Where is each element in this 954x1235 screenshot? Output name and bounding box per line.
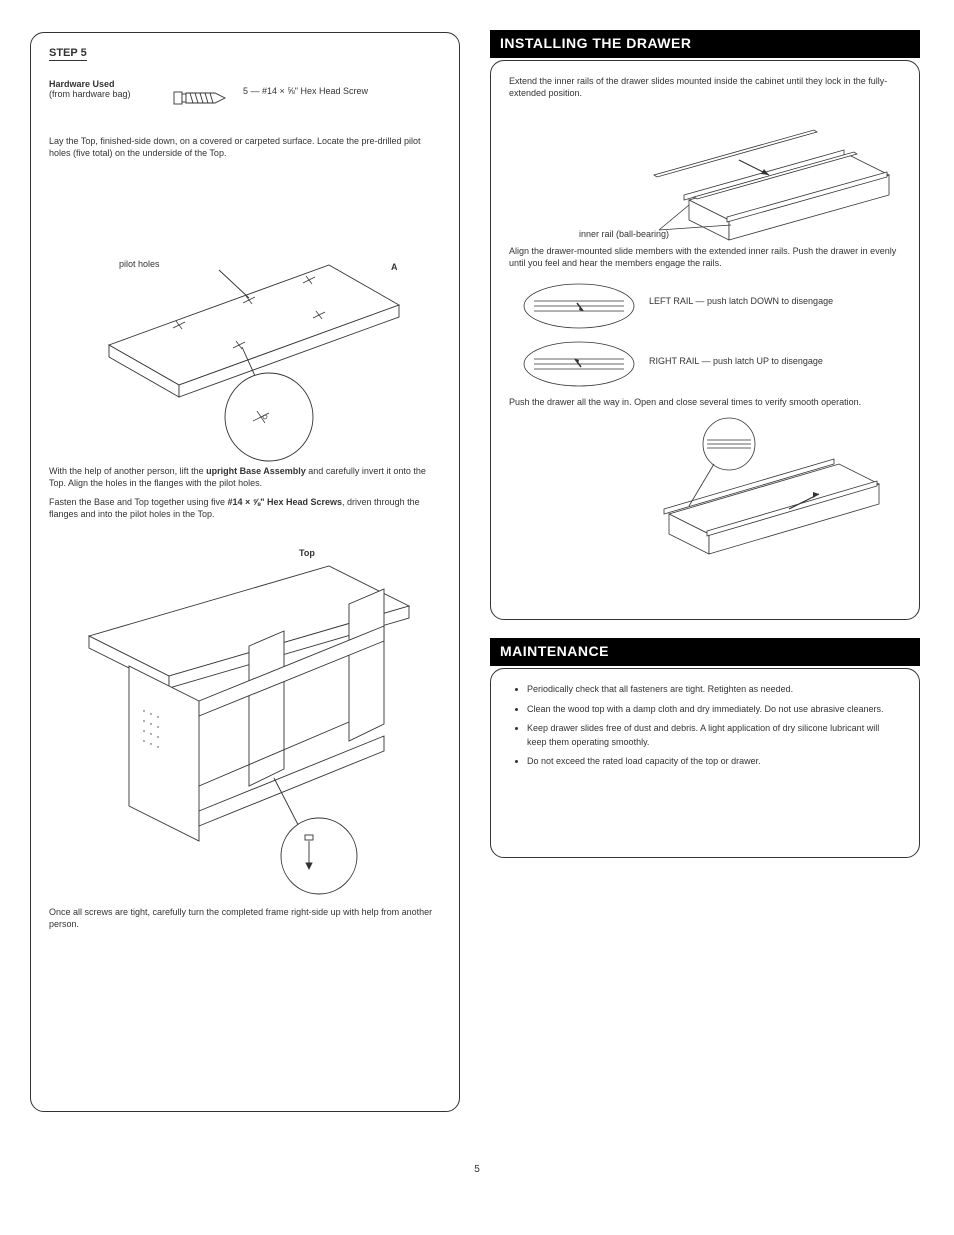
page-number: 5 [474, 1164, 480, 1175]
maint-header-text: MAINTENANCE [500, 643, 609, 659]
oval-a: LEFT RAIL — push latch DOWN to disengage [649, 296, 833, 306]
p-b2-bold: #14 × ⅝" Hex Head Screws [227, 497, 342, 507]
fig-a-svg: pilot holes A [49, 165, 444, 465]
maint-panel: Periodically check that all fasteners ar… [490, 668, 920, 858]
hardware-row: Hardware Used (from hardware bag) 5 — #1… [49, 79, 441, 121]
maint-li3: Keep drawer slides free of dust and debr… [527, 722, 901, 749]
left-column: STEP 5 Hardware Used (from hardware bag) [30, 30, 460, 1112]
maint-li4: Do not exceed the rated load capacity of… [527, 755, 901, 769]
figA-letter: A [391, 262, 398, 272]
step5-para-b2: Fasten the Base and Top together using f… [49, 496, 441, 520]
step5-fig-b-wrap: Top [49, 526, 441, 906]
drawer-fig2 [509, 414, 901, 564]
p-b2-a: Fasten the Base and Top together using f… [49, 497, 227, 507]
screw-icon [171, 79, 231, 121]
drawer-panel: Extend the inner rails of the drawer sli… [490, 60, 920, 620]
step5-fig-a-wrap: pilot holes A [49, 165, 441, 465]
hw-intro-b: (from hardware bag) [49, 89, 159, 99]
drawer-instr-c: Push the drawer all the way in. Open and… [509, 396, 901, 408]
maint-li1: Periodically check that all fasteners ar… [527, 683, 901, 697]
drawer-inner: Extend the inner rails of the drawer sli… [491, 61, 919, 578]
drawer-fig1: inner rail (ball-bearing) [509, 105, 901, 245]
hw-item: 5 — #14 × ⅝" Hex Head Screw [243, 79, 441, 97]
step5-para-a: Lay the Top, finished-side down, on a co… [49, 135, 441, 159]
hw-intro-a: Hardware Used [49, 79, 159, 89]
hw-intro: Hardware Used (from hardware bag) [49, 79, 159, 99]
fig-b-svg: Top [49, 526, 444, 906]
drawer-header-bar: INSTALLING THE DRAWER [490, 30, 920, 58]
fig1-rail-label: inner rail (ball-bearing) [579, 229, 669, 239]
step5-para-b1: With the help of another person, lift th… [49, 465, 441, 489]
maint-header-bar: MAINTENANCE [490, 638, 920, 666]
figA-pilot-label: pilot holes [119, 259, 160, 269]
drawer-instr-b: Align the drawer-mounted slide members w… [509, 245, 901, 269]
figB-top-label: Top [299, 548, 315, 558]
step5-panel: STEP 5 Hardware Used (from hardware bag) [30, 32, 460, 1112]
drawer-detail-ovals: LEFT RAIL — push latch DOWN to disengage… [509, 276, 901, 396]
step5-para-c: Once all screws are tight, carefully tur… [49, 906, 441, 930]
maint-inner: Periodically check that all fasteners ar… [491, 669, 919, 789]
drawer-header-text: INSTALLING THE DRAWER [500, 35, 691, 51]
p-b1-a: With the help of another person, lift th… [49, 466, 206, 476]
spacer [490, 620, 920, 638]
p-b1-bold: upright Base Assembly [206, 466, 306, 476]
right-column: INSTALLING THE DRAWER Extend the inner r… [490, 30, 920, 858]
maint-list: Periodically check that all fasteners ar… [509, 683, 901, 769]
oval-b: RIGHT RAIL — push latch UP to disengage [649, 356, 823, 366]
drawer-instr-a: Extend the inner rails of the drawer sli… [509, 75, 901, 99]
step5-inner: STEP 5 Hardware Used (from hardware bag) [31, 33, 459, 950]
maint-li2: Clean the wood top with a damp cloth and… [527, 703, 901, 717]
step5-title: STEP 5 [49, 47, 87, 61]
